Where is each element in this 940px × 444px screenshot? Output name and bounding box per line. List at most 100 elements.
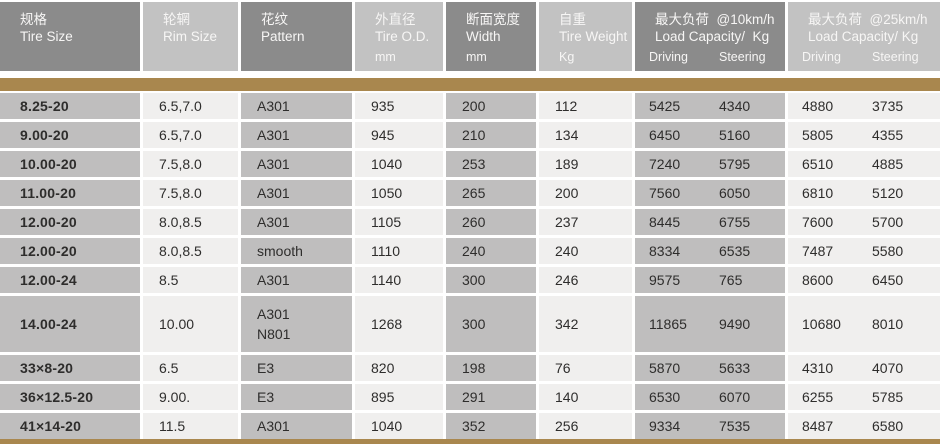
divider-bar-top <box>0 78 940 91</box>
cell-width: 253 <box>446 151 536 177</box>
header-tire-od-zh: 外直径 <box>375 12 416 27</box>
cell-tire-weight: 189 <box>539 151 632 177</box>
cell-load10: 11865 9490 <box>635 296 785 352</box>
cell-load25: 5805 4355 <box>788 122 940 148</box>
cell-rim-size: 6.5,7.0 <box>143 122 238 148</box>
cell-pattern: A301 <box>241 267 352 293</box>
cell-rim-size: 8.5 <box>143 267 238 293</box>
load25-steering-value: 4885 <box>872 156 904 172</box>
cell-load25: 4310 4070 <box>788 355 940 381</box>
cell-tire-weight: 237 <box>539 209 632 235</box>
cell-tire-od: 895 <box>355 384 443 410</box>
load10-steering-value: 6050 <box>719 185 751 201</box>
table-row: 33×8-20 6.5 E3 820 198 76 5870 5633 4310… <box>0 355 940 381</box>
header-tire-od: 外直径 Tire O.D. mm <box>355 2 443 71</box>
cell-tire-weight: 140 <box>539 384 632 410</box>
load25-driving-value: 6810 <box>802 185 834 201</box>
cell-load10: 8445 6755 <box>635 209 785 235</box>
cell-rim-size: 8.0,8.5 <box>143 209 238 235</box>
cell-rim-size: 9.00. <box>143 384 238 410</box>
cell-tire-size: 11.00-20 <box>0 180 140 206</box>
header-tire-weight-zh: 自重 <box>559 12 586 27</box>
cell-tire-size: 33×8-20 <box>0 355 140 381</box>
load25-driving-value: 10680 <box>802 316 841 332</box>
load10-driving-value: 8445 <box>649 214 681 230</box>
load10-driving-value: 6450 <box>649 127 681 143</box>
cell-pattern: A301 <box>241 413 352 439</box>
cell-tire-weight: 134 <box>539 122 632 148</box>
cell-tire-od: 1140 <box>355 267 443 293</box>
cell-load25: 6810 5120 <box>788 180 940 206</box>
load10-steering-value: 5795 <box>719 156 751 172</box>
cell-load10: 5870 5633 <box>635 355 785 381</box>
cell-tire-od: 1050 <box>355 180 443 206</box>
cell-width: 300 <box>446 296 536 352</box>
header-width-zh: 断面宽度 <box>466 12 520 27</box>
cell-tire-od: 1040 <box>355 151 443 177</box>
load25-driving-value: 8487 <box>802 418 834 434</box>
load25-steering-value: 5120 <box>872 185 904 201</box>
table-row: 41×14-20 11.5 A301 1040 352 256 9334 753… <box>0 413 940 439</box>
load25-driving-value: 6255 <box>802 389 834 405</box>
table-row: 36×12.5-20 9.00. E3 895 291 140 6530 607… <box>0 384 940 410</box>
cell-rim-size: 6.5 <box>143 355 238 381</box>
cell-load10: 6530 6070 <box>635 384 785 410</box>
load25-steering-value: 5700 <box>872 214 904 230</box>
load25-steering-value: 5785 <box>872 389 904 405</box>
load10-steering-value: 9490 <box>719 316 751 332</box>
load10-driving-value: 6530 <box>649 389 681 405</box>
header-load-10kmh: 最大负荷 @10km/h Load Capacity/ Kg Driving S… <box>635 2 785 71</box>
header-rim-size-zh: 轮辋 <box>163 12 190 27</box>
divider-bar-bottom <box>0 439 940 444</box>
cell-load25: 7487 5580 <box>788 238 940 264</box>
cell-tire-size: 14.00-24 <box>0 296 140 352</box>
cell-tire-od: 1105 <box>355 209 443 235</box>
cell-tire-weight: 112 <box>539 93 632 119</box>
load10-driving-value: 9575 <box>649 272 681 288</box>
cell-width: 291 <box>446 384 536 410</box>
load25-steering-value: 3735 <box>872 98 904 114</box>
cell-load25: 7600 5700 <box>788 209 940 235</box>
cell-tire-size: 36×12.5-20 <box>0 384 140 410</box>
cell-load25: 4880 3735 <box>788 93 940 119</box>
load25-steering-value: 4355 <box>872 127 904 143</box>
cell-width: 300 <box>446 267 536 293</box>
load10-driving-value: 5870 <box>649 360 681 376</box>
cell-load10: 5425 4340 <box>635 93 785 119</box>
load10-steering-value: 6755 <box>719 214 751 230</box>
cell-rim-size: 7.5,8.0 <box>143 151 238 177</box>
header-rim-size: 轮辋 Rim Size <box>143 2 238 71</box>
table-row: 12.00-20 8.0,8.5 smooth 1110 240 240 833… <box>0 238 940 264</box>
cell-load10: 9575 765 <box>635 267 785 293</box>
cell-tire-size: 8.25-20 <box>0 93 140 119</box>
header-tire-size-en: Tire Size <box>20 29 73 44</box>
cell-load10: 8334 6535 <box>635 238 785 264</box>
cell-tire-od: 1110 <box>355 238 443 264</box>
cell-tire-size: 12.00-24 <box>0 267 140 293</box>
cell-width: 210 <box>446 122 536 148</box>
table-row: 11.00-20 7.5,8.0 A301 1050 265 200 7560 … <box>0 180 940 206</box>
load25-steering-value: 5580 <box>872 243 904 259</box>
header-load-10kmh-sub: Driving Steering <box>635 50 785 65</box>
table-row: 12.00-24 8.5 A301 1140 300 246 9575 765 … <box>0 267 940 293</box>
cell-tire-weight: 256 <box>539 413 632 439</box>
cell-tire-size: 9.00-20 <box>0 122 140 148</box>
load25-driving-value: 6510 <box>802 156 834 172</box>
cell-width: 198 <box>446 355 536 381</box>
header-tire-weight-unit: Kg <box>559 50 575 64</box>
load25-steering-value: 8010 <box>872 316 904 332</box>
load25-driving-value: 4880 <box>802 98 834 114</box>
load10-steering-value: 7535 <box>719 418 751 434</box>
cell-tire-weight: 200 <box>539 180 632 206</box>
cell-pattern: A301 <box>241 122 352 148</box>
header-load-25kmh-steering: Steering <box>872 50 919 64</box>
load10-driving-value: 7560 <box>649 185 681 201</box>
load10-steering-value: 4340 <box>719 98 751 114</box>
header-load-10kmh-zh: 最大负荷 @10km/h <box>655 12 775 27</box>
header-rim-size-en: Rim Size <box>163 29 218 44</box>
load10-steering-value: 6070 <box>719 389 751 405</box>
cell-tire-od: 945 <box>355 122 443 148</box>
cell-tire-od: 1268 <box>355 296 443 352</box>
table-row: 10.00-20 7.5,8.0 A301 1040 253 189 7240 … <box>0 151 940 177</box>
cell-rim-size: 7.5,8.0 <box>143 180 238 206</box>
